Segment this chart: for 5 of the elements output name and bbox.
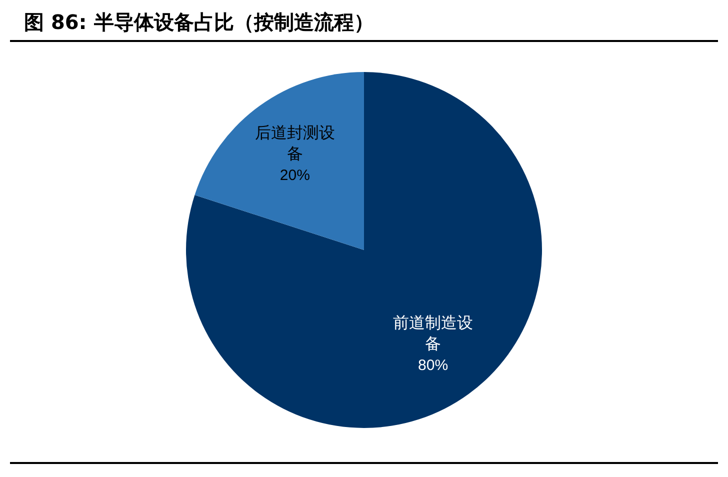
slice-label: 后道封测设备 [254,123,335,164]
slice-label: 前道制造设备 [393,313,474,354]
chart-title: 图 86: 半导体设备占比（按制造流程） [10,0,718,42]
data-label: 80% [418,357,448,374]
data-label: 20% [280,167,310,184]
